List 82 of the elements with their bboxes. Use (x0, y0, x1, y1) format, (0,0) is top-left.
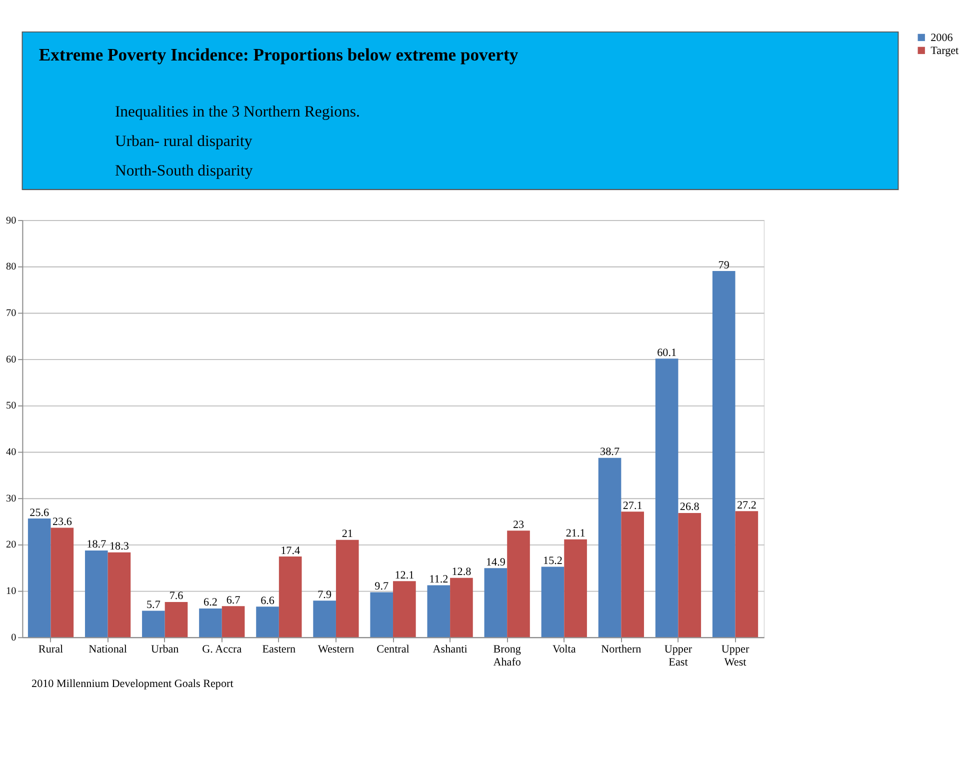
text: North-South disparity (114, 162, 253, 180)
data-label: 26.8 (680, 501, 700, 514)
data-label: 6.2 (204, 596, 218, 609)
data-label: 18.7 (86, 538, 107, 551)
x-tick-label: National (88, 643, 127, 656)
bar (108, 552, 131, 638)
data-label: 7.9 (318, 588, 332, 601)
x-tick-label: G. Accra (202, 643, 242, 656)
y-tick-label: 30 (6, 493, 16, 504)
bar (256, 606, 279, 638)
x-tick-label: Brong Ahafo (493, 643, 522, 668)
data-label: 12.1 (394, 569, 414, 582)
y-tick-label: 60 (6, 354, 16, 366)
bar (84, 550, 108, 638)
data-label: 21.1 (566, 528, 586, 540)
x-tick-label: Urban (150, 643, 180, 656)
bar (621, 512, 644, 638)
data-label: 6.7 (226, 594, 241, 606)
bar (427, 585, 450, 638)
bar (370, 592, 394, 638)
bar (598, 458, 622, 638)
data-label: 6.6 (260, 594, 275, 607)
data-label: 27.1 (622, 500, 642, 512)
bar (541, 566, 564, 638)
bar (199, 608, 222, 638)
bar (50, 528, 74, 638)
y-tick-label: 90 (6, 215, 16, 226)
x-tick-label: Northern (601, 643, 642, 656)
data-label: 23.6 (52, 516, 72, 528)
bar (450, 578, 473, 638)
data-label: 23 (512, 518, 525, 531)
bar (484, 568, 508, 638)
data-label: 25.6 (30, 506, 50, 519)
text: 2010 Millennium Development Goals Report (32, 678, 234, 690)
x-tick-label: Upper West (721, 643, 750, 668)
data-label: 12.8 (452, 566, 472, 578)
y-tick-label: 80 (6, 262, 16, 273)
bar (393, 581, 416, 638)
data-label: 14.9 (486, 556, 506, 568)
bar (564, 539, 587, 638)
text: Urban- rural disparity (114, 132, 252, 150)
data-label: 11.2 (429, 574, 448, 586)
data-label: 79 (718, 259, 730, 272)
y-tick-label: 10 (6, 586, 16, 598)
bar (336, 540, 359, 638)
x-tick-label: Rural (38, 643, 64, 656)
x-tick-label: Upper East (664, 643, 692, 668)
data-label: 21 (342, 528, 353, 540)
y-tick-label: 70 (6, 308, 16, 320)
x-tick-label: Ashanti (432, 643, 468, 656)
y-tick-label: 40 (6, 447, 16, 458)
data-label: 27.2 (736, 499, 756, 512)
x-tick-label: Central (376, 643, 410, 656)
data-label: 15.2 (543, 554, 562, 567)
bar (735, 511, 758, 638)
x-tick-label: Volta (552, 643, 576, 656)
data-label: 60.1 (657, 346, 677, 359)
bar (164, 602, 188, 638)
bar (712, 271, 736, 638)
data-label: 18.3 (109, 540, 130, 553)
x-tick-label: Western (318, 643, 354, 656)
y-tick-label: 20 (6, 540, 16, 551)
data-label: 7.6 (169, 590, 184, 602)
bar (278, 556, 302, 638)
x-tick-label: Eastern (262, 643, 296, 656)
bar (28, 518, 51, 638)
legend-label: 2006 (930, 32, 954, 44)
data-label: 38.7 (600, 446, 620, 458)
data-label: 9.7 (374, 580, 389, 592)
bar (655, 358, 678, 638)
legend-label: Target (930, 45, 960, 58)
data-label: 5.7 (146, 598, 161, 611)
chart-subtitle: Inequalities in the 3 Northern Regions. (114, 103, 360, 120)
chart-title: Extreme Poverty Incidence: Proportions below extreme poverty (38, 44, 518, 65)
bar (507, 530, 530, 638)
y-tick-label: 50 (6, 400, 16, 412)
bar (142, 610, 165, 638)
bar (222, 606, 245, 638)
y-tick-label: 0 (11, 632, 16, 644)
data-label: 17.4 (280, 544, 300, 557)
bar (678, 512, 702, 638)
bar (313, 600, 336, 638)
